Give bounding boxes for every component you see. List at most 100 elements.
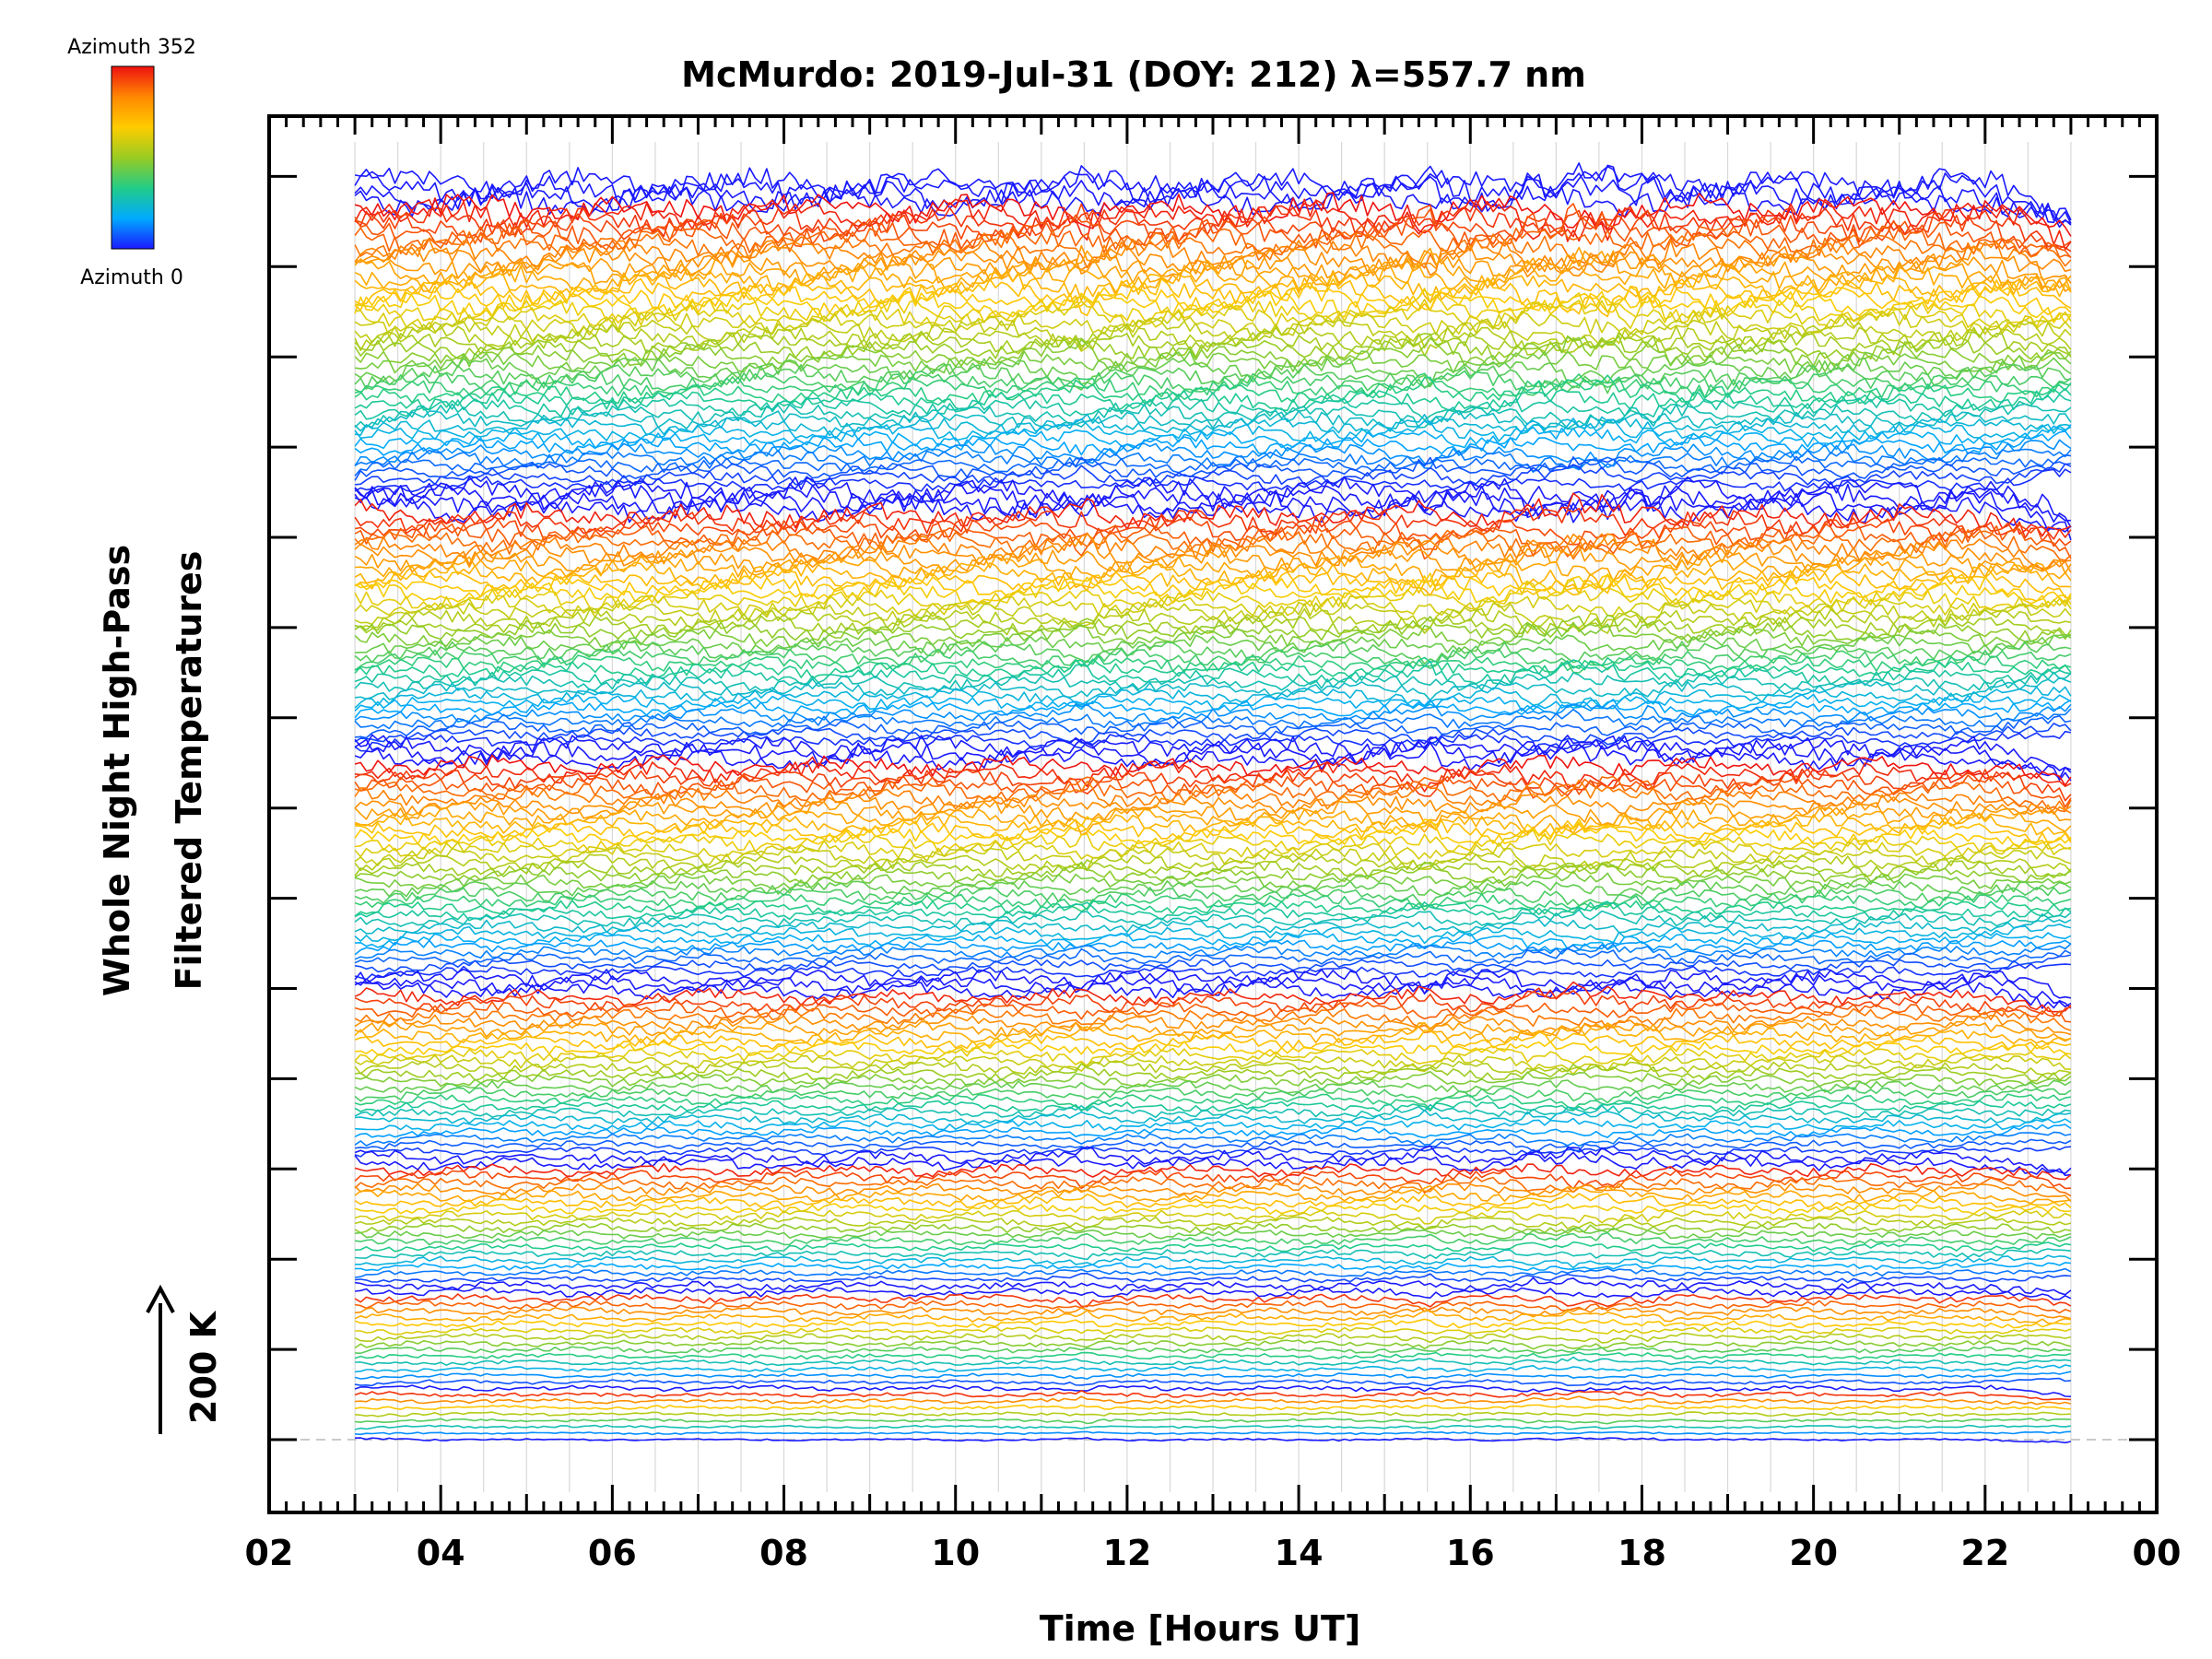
temperature-trace: [355, 677, 2072, 701]
temperature-trace: [354, 572, 2072, 607]
temperature-trace: [354, 1124, 2072, 1139]
temperature-trace: [354, 1182, 2072, 1203]
temperature-trace: [354, 1216, 2072, 1230]
temperature-trace: [354, 1093, 2072, 1111]
temperature-trace: [354, 476, 2071, 522]
temperature-trace: [354, 203, 2072, 259]
x-axis-label: Time [Hours UT]: [1040, 1608, 1361, 1649]
temperature-trace: [355, 1306, 2072, 1320]
x-tick-label: 16: [1446, 1533, 1495, 1573]
temperature-trace: [354, 1351, 2072, 1360]
temperature-trace: [354, 492, 2072, 537]
temperature-trace: [354, 330, 2072, 357]
temperature-trace: [354, 887, 2072, 907]
temperature-trace: [354, 614, 2072, 642]
temperature-trace: [354, 686, 2072, 709]
temperature-trace: [354, 317, 2072, 352]
temperature-trace: [355, 1411, 2071, 1418]
x-tick-label: 06: [588, 1533, 637, 1573]
temperature-trace: [354, 648, 2072, 674]
x-tick-label: 00: [2133, 1533, 2182, 1573]
temperature-trace: [354, 448, 2072, 473]
temperature-trace: [355, 932, 2072, 951]
temperature-trace: [354, 767, 2072, 802]
temperature-trace: [354, 870, 2072, 890]
temperature-trace: [354, 430, 2072, 456]
temperature-trace: [354, 954, 2072, 973]
temperature-trace: [354, 641, 2072, 665]
temperature-trace: [354, 1377, 2071, 1387]
temperature-trace: [354, 1390, 2071, 1401]
y-axis-label-line2: Filtered Temperatures: [169, 551, 209, 991]
colorbar-top-label: Azimuth 352: [67, 36, 196, 59]
temperature-trace: [354, 388, 2072, 412]
temperature-trace: [354, 1192, 2072, 1209]
temperature-trace: [354, 1162, 2072, 1181]
temperature-trace: [354, 403, 2072, 429]
temperature-trace: [354, 203, 2072, 250]
temperature-trace: [354, 1222, 2072, 1234]
temperature-trace: [354, 1424, 2072, 1430]
temperature-trace: [354, 1267, 2072, 1278]
temperature-trace: [354, 545, 2072, 574]
temperature-trace: [354, 859, 2072, 879]
temperature-trace: [354, 1310, 2072, 1324]
temperature-trace: [354, 968, 2072, 999]
temperature-trace: [354, 1145, 2072, 1174]
scale-label: 200 K: [183, 1310, 224, 1424]
temperature-trace: [354, 1231, 2072, 1246]
x-tick-label: 14: [1275, 1533, 1324, 1573]
temperature-trace: [355, 555, 2072, 582]
temperature-trace: [354, 238, 2072, 276]
temperature-trace: [354, 532, 2072, 570]
temperature-trace: [354, 453, 2072, 477]
temperature-trace: [354, 1020, 2072, 1042]
temperature-trace: [354, 943, 2072, 960]
temperature-trace: [354, 1001, 2071, 1023]
temperature-trace: [354, 1333, 2072, 1344]
temperature-trace: [355, 1248, 2071, 1261]
temperature-trace: [354, 1054, 2071, 1076]
temperature-trace: [354, 1300, 2072, 1314]
temperature-trace: [355, 244, 2072, 284]
temperature-trace: [354, 1227, 2072, 1240]
temperature-trace: [354, 924, 2072, 945]
temperature-trace: [354, 192, 2072, 237]
temperature-trace: [355, 463, 2072, 486]
temperature-trace: [354, 939, 2072, 956]
temperature-trace: [354, 739, 2072, 782]
temperature-trace: [354, 284, 2072, 315]
temperature-trace: [354, 528, 2072, 561]
temperature-trace: [354, 1103, 2072, 1119]
temperature-trace: [354, 225, 2072, 258]
scale-arrow-head: [146, 1284, 175, 1313]
temperature-trace: [354, 1145, 2071, 1158]
temperature-trace: [354, 370, 2072, 396]
temperature-trace: [354, 1170, 2071, 1190]
temperature-trace: [354, 172, 2072, 224]
axes: [267, 114, 2159, 1514]
temperature-trace: [354, 372, 2072, 399]
temperature-trace: [354, 363, 2071, 394]
temperature-trace: [354, 1007, 2072, 1031]
temperature-trace: [354, 482, 2072, 528]
temperature-trace: [354, 230, 2072, 269]
temperature-trace: [355, 813, 2072, 841]
temperature-trace: [354, 963, 2071, 981]
x-tick-label: 12: [1102, 1533, 1151, 1573]
temperature-trace: [354, 846, 2072, 871]
temperature-trace: [354, 703, 2072, 724]
temperature-trace: [354, 879, 2072, 898]
temperature-trace: [354, 1339, 2072, 1350]
tick-labels: 02 04 06 08 10 12 14 16 18 20 22 00: [245, 1533, 2182, 1573]
temperature-trace: [355, 1262, 2071, 1272]
temperature-trace: [355, 634, 2072, 654]
temperature-trace: [354, 259, 2072, 293]
temperature-trace: [354, 990, 2072, 1017]
temperature-trace: [355, 1241, 2072, 1253]
temperature-trace: [355, 1356, 2072, 1367]
temperature-trace: [354, 277, 2072, 318]
temperature-trace: [355, 1436, 2072, 1444]
temperature-trace: [354, 708, 2072, 730]
